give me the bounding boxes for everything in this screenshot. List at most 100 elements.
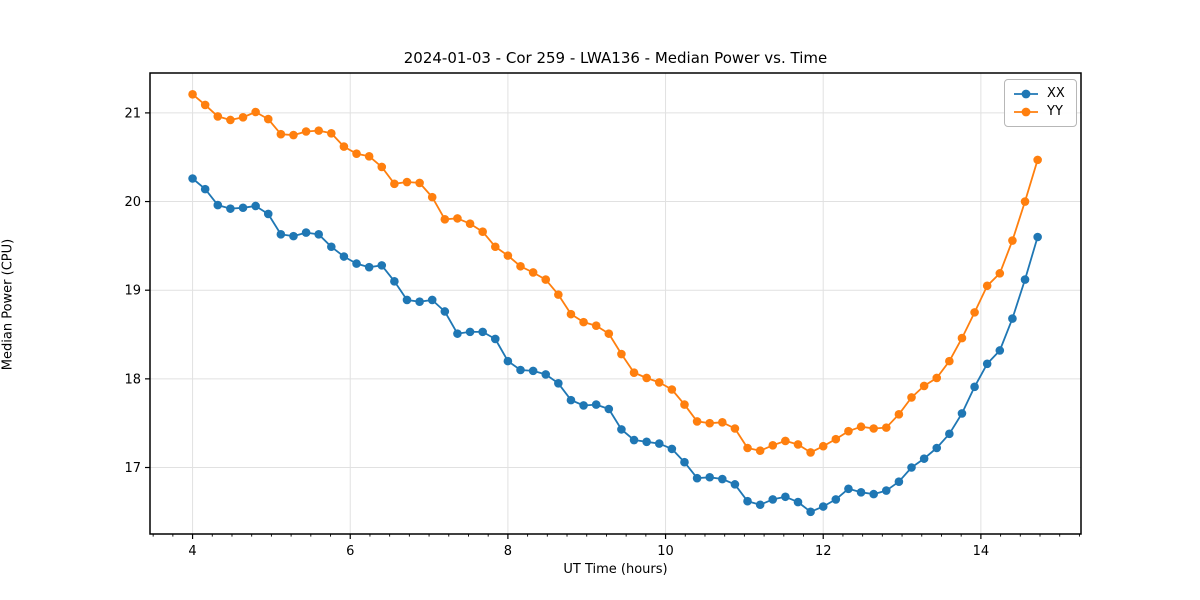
data-point (743, 496, 752, 506)
data-point (301, 127, 311, 136)
data-point (402, 295, 412, 305)
data-point (364, 152, 374, 161)
data-point (503, 356, 513, 366)
data-point (781, 436, 790, 446)
data-point (364, 262, 374, 272)
data-point (200, 184, 210, 194)
x-tick-labels: 4 6 8 10 12 14 (188, 544, 989, 559)
data-point (1020, 197, 1030, 206)
data-point (465, 327, 475, 337)
data-point (238, 113, 248, 122)
legend-item-yy: YY (1012, 103, 1068, 121)
data-point (995, 269, 1005, 278)
series-xx (188, 174, 1042, 517)
data-point (869, 424, 878, 433)
x-tick-label: 4 (188, 544, 196, 559)
data-point (718, 417, 727, 427)
data-point (276, 230, 286, 239)
data-point (932, 373, 942, 383)
data-point (554, 378, 563, 388)
data-point (251, 201, 260, 211)
data-point (768, 495, 778, 504)
data-point (188, 89, 197, 99)
data-point (289, 130, 298, 140)
data-point (894, 477, 904, 486)
data-point (226, 204, 235, 213)
data-point (793, 497, 803, 507)
legend-swatch-yy-icon (1014, 107, 1038, 117)
data-point (478, 227, 487, 236)
data-point (806, 448, 815, 457)
data-point (869, 489, 878, 499)
data-point (238, 203, 248, 213)
data-point (844, 426, 853, 436)
data-point (856, 422, 866, 432)
data-point (402, 177, 412, 187)
data-point (314, 230, 323, 239)
data-point (251, 107, 260, 117)
data-point (226, 115, 235, 125)
data-point (415, 178, 424, 188)
data-point (427, 295, 437, 305)
data-point (213, 200, 223, 210)
data-point (667, 385, 677, 394)
x-tick-label: 8 (504, 544, 512, 559)
data-point (957, 409, 967, 418)
y-tick-label: 18 (124, 372, 141, 387)
data-point (919, 454, 929, 463)
data-point (427, 192, 437, 202)
x-axis-label: UT Time (hours) (563, 562, 668, 577)
legend-swatch-xx-icon (1014, 89, 1038, 99)
data-point (793, 440, 803, 449)
data-point (541, 370, 551, 379)
data-point (566, 395, 576, 405)
data-point (718, 474, 727, 484)
series-yy (188, 89, 1042, 457)
data-point (881, 486, 891, 495)
data-point (945, 356, 954, 366)
data-point (213, 112, 223, 121)
data-point (907, 393, 916, 402)
data-point (680, 400, 689, 409)
data-point (478, 327, 487, 337)
data-point (188, 174, 197, 183)
data-point (818, 441, 828, 451)
data-point (415, 297, 424, 307)
data-point (894, 410, 904, 419)
legend-item-xx: XX (1012, 85, 1068, 103)
data-point (1033, 232, 1042, 242)
chart-title: 2024-01-03 - Cor 259 - LWA136 - Median P… (403, 49, 828, 67)
data-point (579, 317, 588, 327)
data-point (591, 321, 601, 330)
data-point (730, 424, 740, 433)
data-point (339, 252, 349, 261)
data-point (1008, 236, 1017, 245)
data-point (667, 444, 677, 454)
data-point (844, 484, 853, 494)
data-point (970, 382, 979, 392)
data-point (957, 333, 967, 343)
plot-border (149, 72, 1082, 535)
data-point (970, 308, 979, 317)
data-point (654, 378, 664, 387)
data-point (781, 492, 790, 502)
legend-label-xx: XX (1047, 86, 1065, 101)
data-point (339, 142, 349, 151)
data-point (705, 472, 715, 482)
grid-lines (150, 73, 1081, 534)
data-point (755, 500, 765, 510)
legend: XX YY (1004, 79, 1077, 127)
data-point (755, 446, 765, 455)
data-point (705, 418, 715, 428)
y-tick-label: 19 (124, 284, 141, 299)
data-point (642, 373, 651, 383)
y-tick-label: 17 (124, 461, 141, 476)
x-tick-label: 14 (973, 544, 990, 559)
data-point (516, 365, 525, 375)
data-point (490, 242, 500, 252)
data-point (881, 423, 891, 432)
data-point (919, 381, 929, 391)
data-point (692, 417, 702, 426)
